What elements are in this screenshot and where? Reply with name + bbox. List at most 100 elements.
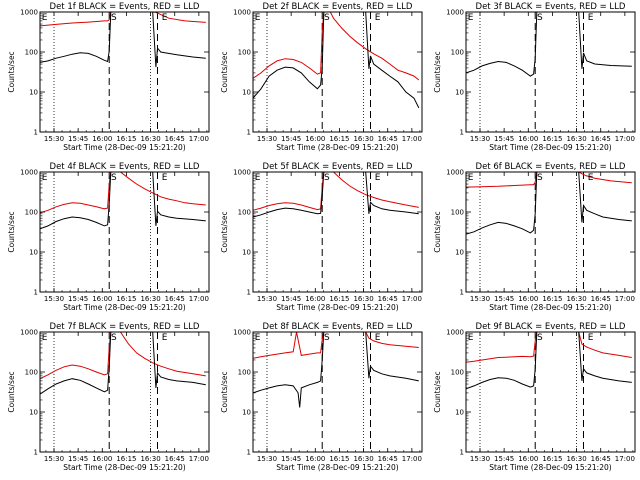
y-tick-label: 100 xyxy=(25,209,38,217)
plot-frame xyxy=(39,11,210,133)
x-tick-label: 15:45 xyxy=(494,455,514,463)
y-axis-label: Counts/sec xyxy=(7,371,16,412)
interval-marker-label: S xyxy=(111,333,117,343)
y-tick-label: 1000 xyxy=(20,329,38,337)
interval-marker-label: S xyxy=(537,13,543,23)
lld-series-line xyxy=(253,172,419,211)
interval-marker-label: S xyxy=(324,173,330,183)
interval-marker-label: E xyxy=(375,333,381,343)
x-tick-label: 16:30 xyxy=(353,295,373,303)
events-series-line xyxy=(466,332,632,390)
panel-title: Det 1f BLACK = Events, RED = LLD xyxy=(50,2,200,12)
y-tick-label: 10 xyxy=(455,249,464,257)
y-tick-label: 100 xyxy=(451,49,464,57)
y-tick-label: 10 xyxy=(242,249,251,257)
lld-series-line xyxy=(253,332,419,359)
plot-frame xyxy=(39,331,210,453)
interval-marker-label: E xyxy=(468,13,474,23)
x-tick-label: 15:30 xyxy=(257,295,277,303)
panel-title: Det 8f BLACK = Events, RED = LLD xyxy=(263,322,413,332)
x-tick-label: 15:45 xyxy=(281,455,301,463)
x-tick-label: 15:30 xyxy=(44,135,64,143)
y-tick-label: 100 xyxy=(238,209,251,217)
x-tick-label: 16:30 xyxy=(566,135,586,143)
y-tick-label: 10 xyxy=(29,89,38,97)
panel-title: Det 2f BLACK = Events, RED = LLD xyxy=(263,2,413,12)
interval-marker-label: E xyxy=(42,333,48,343)
y-tick-label: 100 xyxy=(25,369,38,377)
y-tick-label: 1 xyxy=(247,449,251,457)
x-tick-label: 15:45 xyxy=(494,295,514,303)
y-axis-label: Counts/sec xyxy=(433,211,442,252)
interval-marker-label: E xyxy=(255,13,261,23)
y-tick-label: 1 xyxy=(34,449,38,457)
x-tick-label: 16:15 xyxy=(329,135,349,143)
x-tick-label: 16:15 xyxy=(116,455,136,463)
x-tick-label: 16:30 xyxy=(566,455,586,463)
interval-marker-label: E xyxy=(588,333,594,343)
interval-marker-label: E xyxy=(468,173,474,183)
interval-marker-label: E xyxy=(375,13,381,23)
y-axis-label: Counts/sec xyxy=(220,211,229,252)
x-tick-label: 16:45 xyxy=(165,455,185,463)
interval-marker-label: E xyxy=(588,13,594,23)
x-axis-label: Start Time (28-Dec-09 15:21:20) xyxy=(276,143,398,152)
x-tick-label: 16:15 xyxy=(116,135,136,143)
interval-marker-label: E xyxy=(162,173,168,183)
x-tick-label: 15:45 xyxy=(281,135,301,143)
x-tick-label: 16:45 xyxy=(591,295,611,303)
x-axis-label: Start Time (28-Dec-09 15:21:20) xyxy=(63,463,185,472)
events-series-line xyxy=(466,12,632,77)
x-tick-label: 16:00 xyxy=(518,135,538,143)
plot-frame xyxy=(39,171,210,293)
y-tick-label: 1000 xyxy=(20,9,38,17)
x-tick-label: 17:00 xyxy=(189,295,209,303)
interval-marker-label: E xyxy=(588,173,594,183)
x-tick-label: 15:30 xyxy=(470,295,490,303)
y-tick-label: 1 xyxy=(460,449,464,457)
x-tick-label: 16:45 xyxy=(165,295,185,303)
events-series-line xyxy=(40,172,206,230)
x-axis-label: Start Time (28-Dec-09 15:21:20) xyxy=(63,303,185,312)
x-tick-label: 16:15 xyxy=(542,135,562,143)
x-tick-label: 16:00 xyxy=(305,455,325,463)
x-tick-label: 16:00 xyxy=(518,295,538,303)
y-axis-label: Counts/sec xyxy=(7,211,16,252)
plot-frame xyxy=(465,171,636,293)
x-tick-label: 16:15 xyxy=(329,455,349,463)
lld-series-line xyxy=(253,12,420,81)
x-tick-label: 15:45 xyxy=(68,295,88,303)
x-tick-label: 17:00 xyxy=(402,295,422,303)
x-axis-label: Start Time (28-Dec-09 15:21:20) xyxy=(489,143,611,152)
x-tick-label: 17:00 xyxy=(615,135,635,143)
x-tick-label: 15:30 xyxy=(44,455,64,463)
y-tick-label: 10 xyxy=(242,409,251,417)
interval-marker-label: S xyxy=(537,173,543,183)
x-tick-label: 16:30 xyxy=(353,135,373,143)
y-tick-label: 100 xyxy=(25,49,38,57)
y-tick-label: 1000 xyxy=(233,9,251,17)
y-tick-label: 1000 xyxy=(20,169,38,177)
x-tick-label: 17:00 xyxy=(189,455,209,463)
panel-title: Det 7f BLACK = Events, RED = LLD xyxy=(50,322,200,332)
events-series-line xyxy=(466,172,632,235)
x-axis-label: Start Time (28-Dec-09 15:21:20) xyxy=(489,303,611,312)
x-tick-label: 17:00 xyxy=(402,455,422,463)
x-tick-label: 16:30 xyxy=(353,455,373,463)
x-tick-label: 15:45 xyxy=(494,135,514,143)
panel-title: Det 4f BLACK = Events, RED = LLD xyxy=(50,162,200,172)
x-tick-label: 15:30 xyxy=(257,455,277,463)
interval-marker-label: S xyxy=(111,173,117,183)
x-axis-label: Start Time (28-Dec-09 15:21:20) xyxy=(276,463,398,472)
y-axis-label: Counts/sec xyxy=(433,371,442,412)
panel-title: Det 3f BLACK = Events, RED = LLD xyxy=(476,2,626,12)
y-tick-label: 1 xyxy=(247,129,251,137)
x-tick-label: 16:15 xyxy=(542,455,562,463)
